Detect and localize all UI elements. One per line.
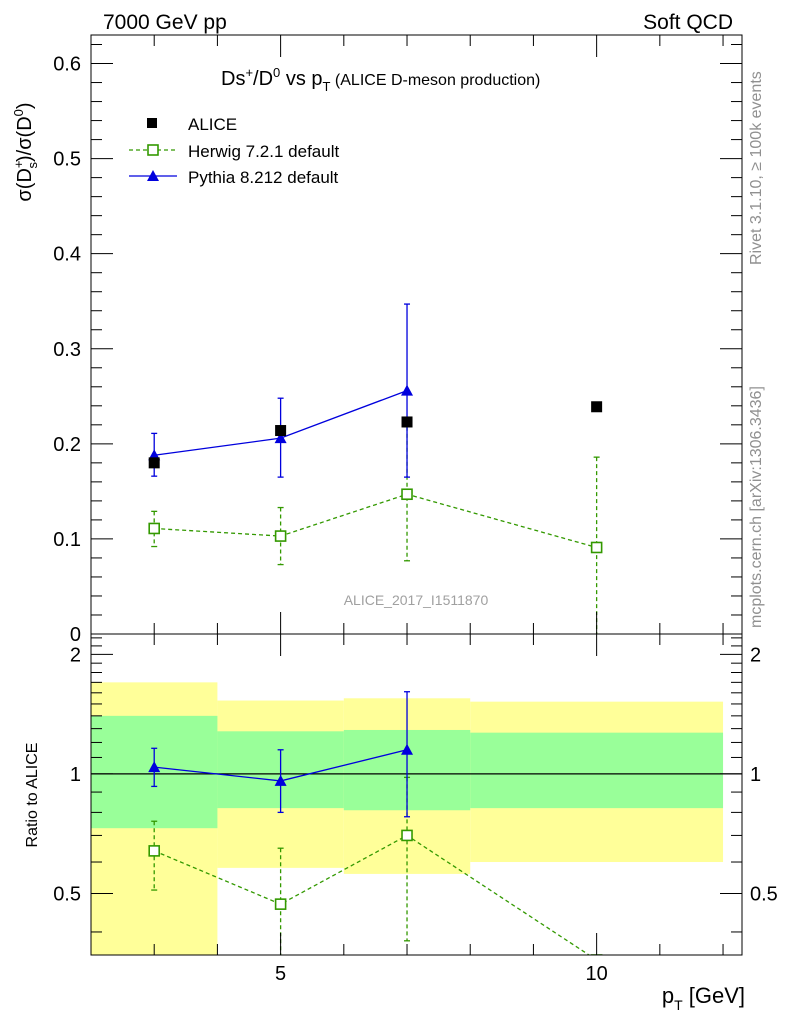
rivet-label: Rivet 3.1.10, ≥ 100k events <box>748 71 765 265</box>
herwig-point <box>590 541 603 554</box>
ratio-herwig-point <box>148 845 161 857</box>
y-axis-label: σ(D+s)/σ(D0) <box>11 102 40 201</box>
herwig-point <box>401 488 413 501</box>
pythia-point <box>401 384 414 396</box>
ratio-panel: 0.5 0.5 1 1 2 2 5 10 <box>53 634 778 985</box>
y-tick-label: 0.3 <box>53 339 81 361</box>
header-right: Soft QCD <box>643 11 733 34</box>
x-axis-label: pT [GeV] <box>662 983 745 1013</box>
ratio-y-tick-label-right: 2 <box>750 644 761 666</box>
ratio-y-tick-label-left: 1 <box>70 764 81 786</box>
alice-point <box>591 401 603 413</box>
legend-pythia-label: Pythia 8.212 default <box>188 168 339 187</box>
herwig-point <box>148 522 161 535</box>
ratio-axis-label: Ratio to ALICE <box>24 743 41 848</box>
pythia-point <box>274 432 287 444</box>
ratio-y-tick-label-right: 1 <box>750 764 761 786</box>
ratio-y-tick-label-left: 0.5 <box>53 883 81 905</box>
ratio-pythia-point <box>148 761 161 773</box>
herwig-line <box>154 493 597 549</box>
legend: ALICE Herwig 7.2.1 default Pythia 8.212 … <box>129 115 339 187</box>
plot-title: Ds+/D0 vs pT (ALICE D-meson production) <box>221 65 540 94</box>
alice-point <box>401 416 413 428</box>
legend-alice-marker <box>147 118 157 128</box>
ratio-data-area <box>91 682 742 955</box>
legend-herwig-marker <box>147 144 159 156</box>
ratio-inner-band <box>470 732 724 809</box>
legend-herwig-label: Herwig 7.2.1 default <box>188 142 339 161</box>
alice-point <box>148 457 160 469</box>
x-tick-label: 10 <box>586 963 608 985</box>
main-data-area <box>148 303 603 634</box>
mcplots-label: mcplots.cern.ch [arXiv:1306.3436] <box>748 386 765 628</box>
ratio-herwig-point <box>401 829 413 842</box>
ratio-herwig-line <box>153 834 591 955</box>
legend-alice-label: ALICE <box>188 115 237 134</box>
herwig-point <box>274 530 287 542</box>
ratio-y-tick-label-right: 0.5 <box>750 883 778 905</box>
alice-point <box>275 425 287 437</box>
y-tick-label: 0 <box>70 624 81 646</box>
ratio-y-tick-label-left: 2 <box>70 644 81 666</box>
y-tick-label: 0.2 <box>53 434 81 456</box>
main-panel: 0 0.1 0.2 0.3 0.4 0.5 0.6 <box>53 35 742 646</box>
header-left: 7000 GeV pp <box>103 11 227 34</box>
y-tick-label: 0.6 <box>53 54 81 76</box>
ratio-pythia-point <box>401 743 414 755</box>
ratio-panel-frame <box>90 633 743 956</box>
analysis-watermark: ALICE_2017_I1511870 <box>344 592 489 608</box>
y-tick-label: 0.4 <box>53 244 81 266</box>
legend-pythia-marker <box>147 170 159 181</box>
y-tick-label: 0.1 <box>53 529 81 551</box>
y-tick-label: 0.5 <box>53 149 81 171</box>
x-tick-label: 5 <box>275 963 286 985</box>
ratio-pythia-point <box>274 774 287 786</box>
ratio-herwig-point <box>274 898 287 910</box>
